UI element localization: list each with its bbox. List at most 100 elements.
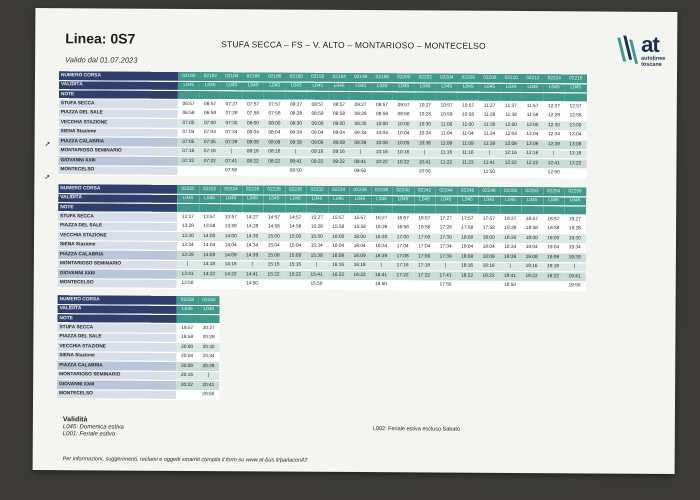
time-cell: 07:04 xyxy=(177,127,200,138)
time-cell xyxy=(413,204,436,214)
time-cell: 14:04 xyxy=(219,241,242,251)
time-cell: 08:58 xyxy=(306,109,329,120)
time-cell: 20:27 xyxy=(197,323,220,334)
time-cell: 09:04 xyxy=(306,128,329,139)
time-cell: L045 xyxy=(263,81,286,92)
time-cell: 13:27 xyxy=(177,212,199,223)
time-cell: 18:39 xyxy=(499,252,521,263)
timetable-3: NUMERO CORSA 02258 02260 VALIDITÀ L045 L045 NO… xyxy=(57,295,220,400)
autolinee-toscane-logo: at autolinee toscane xyxy=(611,32,681,78)
time-cell: 16:50 xyxy=(370,280,392,290)
time-cell: 12:00 xyxy=(500,120,522,131)
time-cell: 07:16 xyxy=(177,146,200,157)
time-cell: 19:57 xyxy=(176,323,198,334)
time-cell: 11:08 xyxy=(435,138,458,149)
time-cell xyxy=(285,91,307,101)
time-cell: 15:57 xyxy=(327,213,350,223)
time-cell: 02196 xyxy=(349,72,372,83)
legend-l001: L001: Feriale estivo xyxy=(62,431,116,438)
time-cell: 12:04 xyxy=(500,129,522,140)
row-label: MONTECELSO xyxy=(57,278,177,289)
time-cell: 17:09 xyxy=(413,251,435,262)
time-cell: 15:28 xyxy=(306,222,328,233)
time-cell: 17:04 xyxy=(413,242,435,252)
time-cell: 12:50 xyxy=(542,168,565,178)
time-cell: 02200 xyxy=(392,73,415,83)
time-cell: 02186 xyxy=(242,72,265,82)
time-cell: 17:41 xyxy=(434,270,457,281)
time-cell xyxy=(262,279,285,290)
time-cell: 11:04 xyxy=(457,129,479,140)
time-cell: 08:57 xyxy=(328,100,350,110)
time-cell: L045 xyxy=(349,194,371,205)
time-cell: L045 xyxy=(564,83,587,93)
time-cell: 16:00 xyxy=(327,232,350,242)
time-cell: 15:22 xyxy=(262,269,285,280)
validity-legend: Validità L045: Domenica estiva L001: Fer… xyxy=(63,416,124,439)
time-cell: 18:30 xyxy=(499,233,522,244)
time-cell: 15:22 xyxy=(284,270,306,280)
time-cell: L045 xyxy=(199,81,221,91)
time-cell: 16:27 xyxy=(370,213,393,224)
time-cell: 16:41 xyxy=(370,270,392,281)
time-cell: 08:30 xyxy=(285,119,307,129)
time-cell xyxy=(542,205,565,215)
time-cell: 12:57 xyxy=(564,101,587,112)
time-cell xyxy=(456,280,478,291)
time-cell: 11:28 xyxy=(478,110,501,121)
time-cell: 14:30 xyxy=(241,231,264,242)
time-cell: 17:30 xyxy=(434,232,457,243)
time-cell: 11:09 xyxy=(457,139,479,149)
time-cell xyxy=(241,166,264,176)
time-cell: 20:28 xyxy=(197,333,220,343)
time-cell: 19:09 xyxy=(542,252,564,263)
time-cell: 14:22 xyxy=(219,269,242,280)
time-cell: | xyxy=(478,148,501,159)
time-cell: 15:58 xyxy=(327,222,350,233)
time-cell: 14:18 xyxy=(219,260,242,270)
time-cell: 17:57 xyxy=(478,214,500,224)
time-cell: 20:34 xyxy=(197,352,220,362)
time-cell: L045 xyxy=(285,81,307,92)
time-cell xyxy=(263,203,285,214)
time-cell xyxy=(542,281,564,291)
time-cell: 10:08 xyxy=(371,138,393,149)
time-cell: 10:41 xyxy=(413,157,436,168)
time-cell: 16:04 xyxy=(327,241,349,252)
time-cell: 16:57 xyxy=(392,213,414,224)
time-cell: L045 xyxy=(499,195,522,206)
time-cell: L045 xyxy=(542,196,565,206)
time-cell: 13:28 xyxy=(177,221,199,232)
time-cell: 17:18 xyxy=(413,261,435,271)
time-cell: 18:58 xyxy=(521,224,543,234)
time-cell: 19:39 xyxy=(563,252,586,263)
time-cell: 15:34 xyxy=(305,241,328,252)
time-cell xyxy=(220,90,243,100)
time-cell: 07:00 xyxy=(199,118,221,129)
time-cell: L045 xyxy=(177,80,200,91)
time-cell: 10:04 xyxy=(392,129,415,139)
time-cell xyxy=(499,167,522,178)
time-cell: 16:04 xyxy=(348,241,371,252)
time-cell: 19:28 xyxy=(564,224,586,234)
time-cell xyxy=(521,92,544,102)
time-cell: 12:34 xyxy=(543,130,565,140)
time-cell: 14:57 xyxy=(263,212,285,223)
time-cell: 08:09 xyxy=(242,137,264,148)
time-cell: 19:22 xyxy=(542,271,564,282)
time-cell: 17:22 xyxy=(413,270,435,281)
time-cell: | xyxy=(434,261,457,272)
time-cell: 08:39 xyxy=(285,138,307,148)
time-cell: 13:04 xyxy=(564,130,587,140)
time-cell xyxy=(198,279,220,289)
time-cell xyxy=(198,166,221,176)
time-cell: 06:57 xyxy=(199,99,221,110)
time-cell: 08:34 xyxy=(285,128,307,139)
time-cell: 15:08 xyxy=(262,250,285,261)
time-cell: 02192 xyxy=(306,72,329,82)
time-cell: 10:58 xyxy=(435,110,458,121)
time-cell: 12:22 xyxy=(499,158,522,169)
time-cell: 12:58 xyxy=(564,111,587,121)
time-cell: 13:00 xyxy=(564,120,587,131)
time-cell: 02220 xyxy=(177,184,199,195)
